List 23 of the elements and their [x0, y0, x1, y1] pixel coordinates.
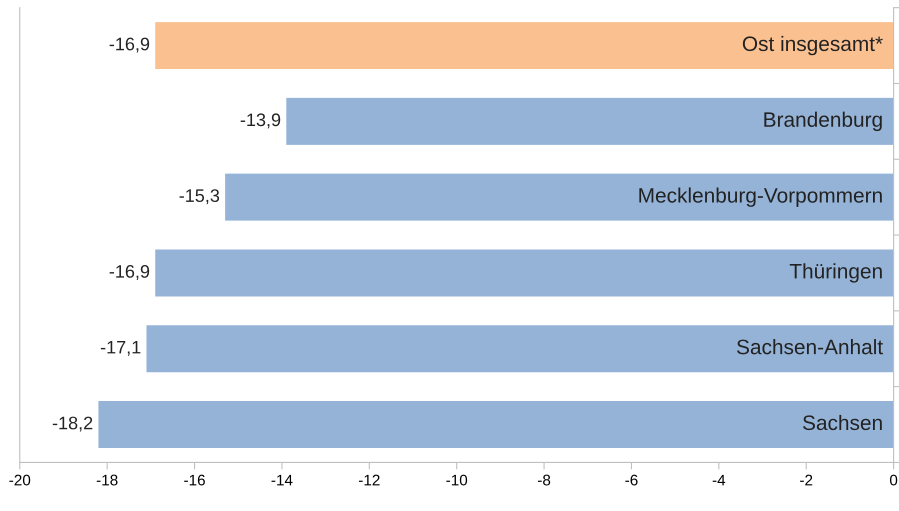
x-tick-label: -14 — [272, 474, 293, 486]
data-label: -15,3 — [180, 189, 220, 204]
x-tick-label: -12 — [358, 474, 380, 486]
x-tick-label: -6 — [625, 474, 638, 486]
y-tick-label: Brandenburg — [764, 112, 882, 132]
data-label: -13,9 — [240, 113, 280, 128]
x-tick-label: -20 — [9, 474, 30, 486]
y-tick-label: Ost insgesamt* — [742, 36, 883, 56]
y-tick-label: Mecklenburg-Vorpommern — [639, 187, 882, 207]
data-label: -18,2 — [52, 416, 92, 432]
x-tick-label: -18 — [96, 474, 118, 486]
x-tick-label: -4 — [712, 474, 726, 486]
y-tick-label: Sachsen-Anhalt — [736, 339, 883, 354]
y-tick-label: Sachsen — [802, 414, 882, 430]
x-tick-label: -8 — [538, 474, 550, 486]
data-label: -17,1 — [100, 341, 140, 356]
y-tick-label: Thüringen — [790, 263, 882, 283]
x-tick-label: -2 — [800, 474, 812, 486]
x-tick-label: -16 — [184, 474, 205, 486]
x-tick-label: 0 — [890, 474, 898, 486]
data-label: -16,9 — [110, 38, 150, 53]
x-tick-label: -10 — [446, 474, 468, 486]
data-label: -16,9 — [110, 265, 150, 280]
